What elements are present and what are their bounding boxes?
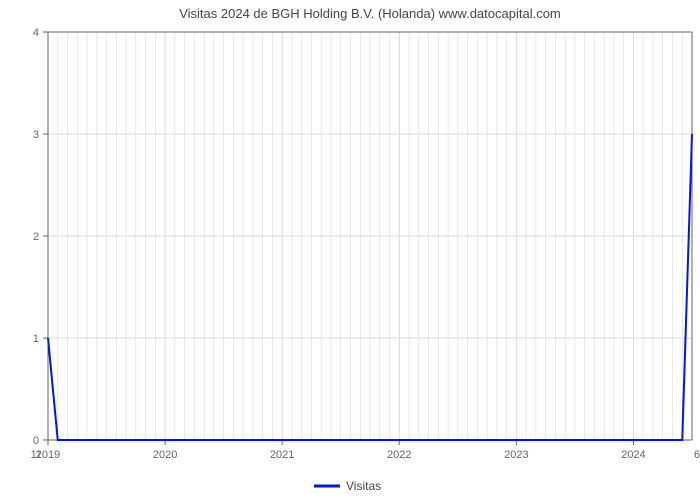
- y-tick-label: 4: [33, 27, 39, 39]
- y-tick-label: 3: [33, 129, 39, 141]
- line-chart: 20192020202120222023202401234116Visitas …: [0, 0, 700, 500]
- x-tick-label: 2022: [387, 449, 411, 461]
- x-tick-label: 2021: [270, 449, 294, 461]
- y-tick-label: 1: [33, 333, 39, 345]
- chart-container: 20192020202120222023202401234116Visitas …: [0, 0, 700, 500]
- x-tick-label: 2023: [504, 449, 528, 461]
- x-tick-label: 2020: [153, 449, 177, 461]
- annotation-left: 11: [31, 449, 42, 461]
- x-tick-label: 2024: [621, 449, 645, 461]
- legend-label: Visitas: [346, 479, 381, 493]
- chart-title: Visitas 2024 de BGH Holding B.V. (Holand…: [179, 6, 561, 21]
- y-tick-label: 0: [33, 435, 39, 447]
- y-tick-label: 2: [33, 231, 39, 243]
- annotation-right: 6: [694, 449, 700, 461]
